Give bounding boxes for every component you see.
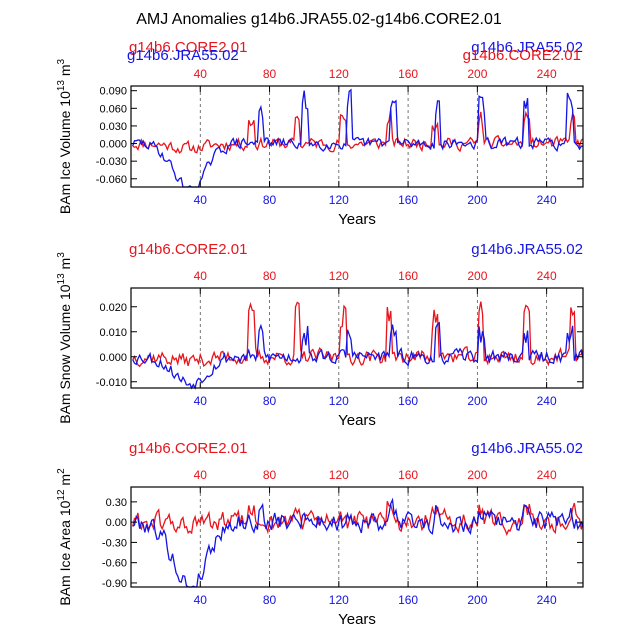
x-tick-label-bottom: 40 bbox=[194, 193, 208, 207]
x-axis-title: Years bbox=[338, 412, 376, 429]
x-tick-label-bottom: 240 bbox=[537, 593, 557, 607]
x-tick-label-top: 120 bbox=[329, 468, 349, 482]
y-tick-label: 0.000 bbox=[99, 139, 127, 151]
y-tick-label: -0.030 bbox=[96, 156, 127, 168]
legend-jra-overlap: g14b6.JRA55.02 bbox=[127, 47, 239, 64]
x-tick-label-bottom: 40 bbox=[194, 593, 208, 607]
x-tick-label-bottom: 80 bbox=[263, 193, 277, 207]
figure-title: AMJ Anomalies g14b6.JRA55.02-g14b6.CORE2… bbox=[136, 11, 502, 28]
x-tick-label-top: 240 bbox=[537, 468, 557, 482]
plot-frame bbox=[130, 486, 584, 588]
x-tick-label-top: 80 bbox=[263, 269, 277, 283]
x-tick-label-top: 120 bbox=[329, 269, 349, 283]
legend-jra: g14b6.JRA55.02 bbox=[471, 39, 583, 56]
panels: -0.060 -0.030 0.000 0.030 0.060 0.090 40 40 80 80… bbox=[56, 39, 584, 628]
y-tick-label: 0.030 bbox=[99, 121, 127, 133]
x-tick-label-bottom: 40 bbox=[194, 394, 208, 408]
x-tick-label-top: 80 bbox=[263, 468, 277, 482]
series-line bbox=[132, 88, 584, 188]
x-tick-label-top: 120 bbox=[329, 67, 349, 81]
legend-jra: g14b6.JRA55.02 bbox=[471, 241, 583, 258]
x-tick-label-bottom: 240 bbox=[537, 394, 557, 408]
x-tick-label-bottom: 200 bbox=[467, 593, 487, 607]
x-tick-label-bottom: 80 bbox=[263, 394, 277, 408]
y-tick-label: -0.060 bbox=[96, 174, 127, 186]
panel-ice-volume: -0.060 -0.030 0.000 0.030 0.060 0.090 40 40 80 80… bbox=[56, 39, 584, 228]
y-axis-title: BAm Snow Volume 1013 m3 bbox=[56, 252, 73, 424]
x-tick-label-top: 160 bbox=[398, 269, 418, 283]
y-tick-label: 0.00 bbox=[106, 517, 127, 529]
y-tick-label: 0.30 bbox=[106, 497, 127, 509]
x-tick-label-top: 160 bbox=[398, 468, 418, 482]
x-tick-label-bottom: 160 bbox=[398, 394, 418, 408]
panel-ice-area: -0.90 -0.60 -0.30 0.00 0.30 40 40 80 80 120 120 160… bbox=[56, 440, 584, 628]
y-tick-label: -0.30 bbox=[102, 537, 127, 549]
x-axis-title: Years bbox=[338, 611, 376, 628]
x-tick-label-bottom: 160 bbox=[398, 593, 418, 607]
y-tick-label: 0.090 bbox=[99, 86, 127, 98]
x-tick-label-bottom: 120 bbox=[329, 593, 349, 607]
legend-jra: g14b6.JRA55.02 bbox=[471, 440, 583, 457]
x-tick-label-bottom: 120 bbox=[329, 193, 349, 207]
y-axis-title: BAm Ice Volume 1013 m3 bbox=[56, 58, 73, 214]
x-tick-label-top: 160 bbox=[398, 67, 418, 81]
plot-frame bbox=[130, 85, 584, 188]
x-axis-title: Years bbox=[338, 211, 376, 228]
x-tick-label-top: 200 bbox=[467, 67, 487, 81]
legend-core: g14b6.CORE2.01 bbox=[129, 440, 247, 457]
x-tick-label-bottom: 200 bbox=[467, 193, 487, 207]
x-tick-label-top: 200 bbox=[467, 468, 487, 482]
x-tick-label-top: 40 bbox=[194, 67, 208, 81]
x-tick-label-bottom: 120 bbox=[329, 394, 349, 408]
legend-core: g14b6.CORE2.01 bbox=[129, 39, 247, 56]
y-tick-label: 0.010 bbox=[99, 327, 127, 339]
legend-core: g14b6.CORE2.01 bbox=[129, 241, 247, 258]
x-tick-label-top: 40 bbox=[194, 468, 208, 482]
x-tick-label-top: 240 bbox=[537, 67, 557, 81]
plot-frame bbox=[130, 287, 584, 389]
y-tick-label: 0.000 bbox=[99, 352, 127, 364]
x-tick-label-top: 240 bbox=[537, 269, 557, 283]
y-axis-title: BAm Ice Area 1012 m2 bbox=[56, 468, 73, 606]
legend-core-overlap: g14b6.CORE2.01 bbox=[463, 47, 581, 64]
x-tick-label-bottom: 200 bbox=[467, 394, 487, 408]
y-tick-label: -0.60 bbox=[102, 558, 127, 570]
series-line bbox=[132, 501, 584, 536]
series-line bbox=[132, 497, 584, 588]
y-tick-label: 0.060 bbox=[99, 103, 127, 115]
x-tick-label-bottom: 240 bbox=[537, 193, 557, 207]
panel-snow-volume: -0.010 0.000 0.010 0.020 40 40 80 80 120 120 160 16… bbox=[56, 241, 584, 429]
series-line bbox=[132, 301, 584, 368]
y-tick-label: 0.020 bbox=[99, 302, 127, 314]
x-tick-label-top: 200 bbox=[467, 269, 487, 283]
x-tick-label-top: 80 bbox=[263, 67, 277, 81]
y-tick-label: -0.90 bbox=[102, 578, 127, 590]
x-tick-label-bottom: 160 bbox=[398, 193, 418, 207]
y-tick-label: -0.010 bbox=[96, 377, 127, 389]
x-tick-label-top: 40 bbox=[194, 269, 208, 283]
series-line bbox=[132, 321, 584, 390]
x-tick-label-bottom: 80 bbox=[263, 593, 277, 607]
